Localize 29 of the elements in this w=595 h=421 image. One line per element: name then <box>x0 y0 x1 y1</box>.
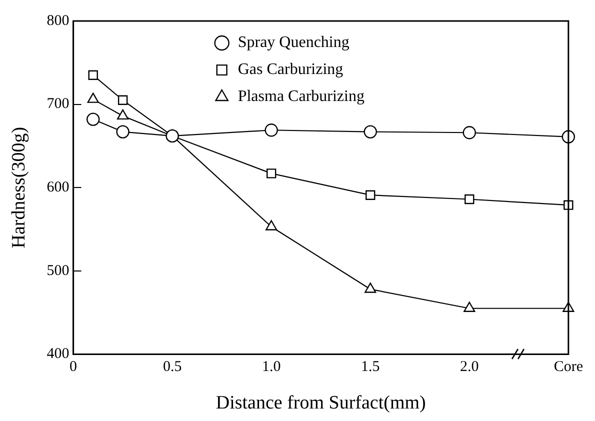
y-tick-label: 600 <box>46 180 70 196</box>
point <box>464 194 474 204</box>
point <box>116 125 130 138</box>
legend-label: Plasma Carburizing <box>238 88 364 106</box>
point <box>464 302 476 312</box>
y-tick-label: 800 <box>46 12 70 29</box>
point <box>366 190 376 200</box>
y-tick-label: 700 <box>46 96 70 112</box>
point <box>364 282 376 293</box>
x-axis-title: Distance from Surfact(mm) <box>216 392 426 414</box>
point <box>86 112 100 126</box>
x-tick-label: Core <box>554 359 584 376</box>
y-tick-label: 500 <box>46 262 70 279</box>
x-tick-label: 2.0 <box>460 359 479 376</box>
x-tick-label: 1.5 <box>361 359 380 376</box>
point <box>462 126 476 140</box>
x-tick-label: 0 <box>70 359 78 376</box>
x-tick-label: 1.0 <box>262 359 281 376</box>
point <box>88 70 98 80</box>
point <box>364 125 377 138</box>
x-tick-label: 0.5 <box>162 359 182 376</box>
y-axis-title: Hardness(300g) <box>8 126 30 248</box>
legend-label: Spray Quenching <box>238 34 350 52</box>
point <box>118 95 128 105</box>
point <box>266 168 276 178</box>
legend-label: Gas Carburizing <box>238 61 344 78</box>
y-tick-label: 400 <box>46 346 70 362</box>
point <box>266 220 278 230</box>
point <box>264 124 278 137</box>
